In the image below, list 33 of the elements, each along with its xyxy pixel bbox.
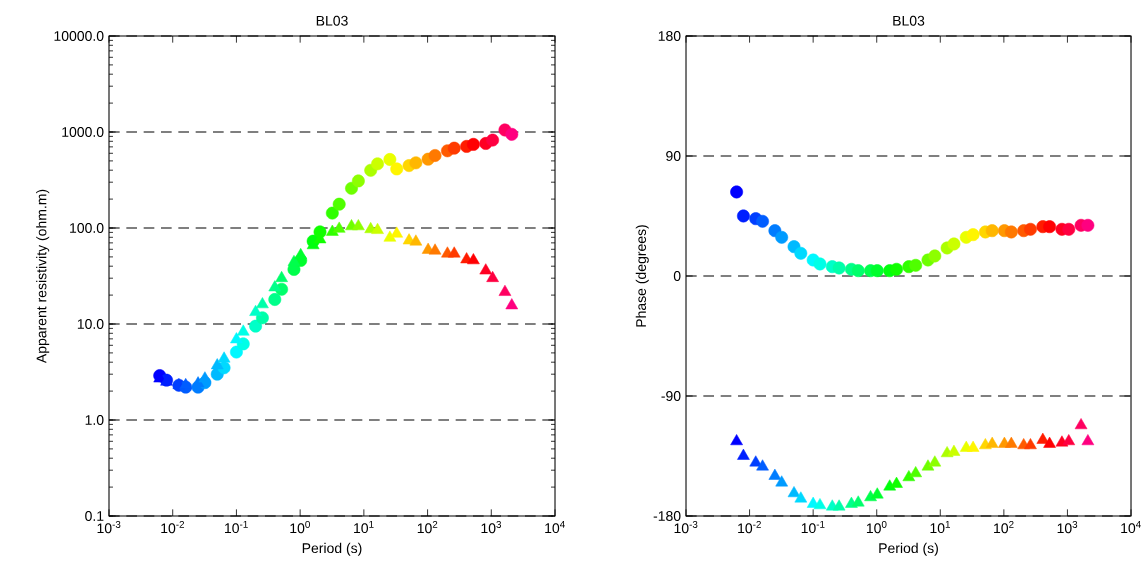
y-tick-label: 1000.0: [62, 127, 104, 137]
x-tick-label: 10$^{-1}$: [801, 520, 825, 534]
y-tick-label: 100.0: [70, 223, 104, 233]
x-tick-label: 10$^{0}$: [290, 520, 310, 534]
y-axis-title: Apparent resistivity (ohm.m): [36, 189, 50, 364]
y-tick-label: 10.0: [77, 319, 104, 329]
chart-title: BL03: [893, 15, 925, 26]
y-tick-label: 10000.0: [54, 31, 104, 41]
y-tick-label: 0: [673, 271, 681, 281]
y-axis-title: Phase (degrees): [635, 225, 649, 327]
x-tick-label: 10$^{1}$: [354, 520, 374, 534]
x-tick-label: 10$^{-3}$: [674, 520, 698, 534]
chart-title: BL03: [316, 15, 348, 26]
y-tick-label: 1.0: [85, 415, 104, 425]
x-tick-label: 10$^{-2}$: [161, 520, 185, 534]
x-tick-label: 10$^{2}$: [994, 520, 1014, 534]
y-tick-label: 0.1: [85, 511, 104, 521]
x-axis-title: Period (s): [302, 542, 362, 556]
x-tick-label: 10$^{-3}$: [97, 520, 121, 534]
x-tick-label: 10$^{3}$: [1057, 520, 1078, 534]
y-tick-label: -90: [661, 391, 681, 401]
x-tick-label: 10$^{4}$: [545, 520, 565, 534]
x-axis-title: Period (s): [879, 542, 938, 556]
y-tick-label: -180: [653, 511, 681, 521]
x-tick-label: 10$^{0}$: [866, 520, 887, 534]
x-tick-label: 10$^{-1}$: [225, 520, 248, 534]
x-tick-label: 10$^{3}$: [481, 520, 502, 534]
x-tick-label: 10$^{1}$: [930, 520, 950, 534]
x-tick-label: 10$^{2}$: [417, 520, 438, 534]
x-tick-label: 10$^{-2}$: [738, 520, 761, 534]
x-tick-label: 10$^{4}$: [1121, 520, 1141, 534]
y-tick-label: 90: [666, 151, 681, 161]
y-tick-label: 180: [658, 31, 681, 41]
